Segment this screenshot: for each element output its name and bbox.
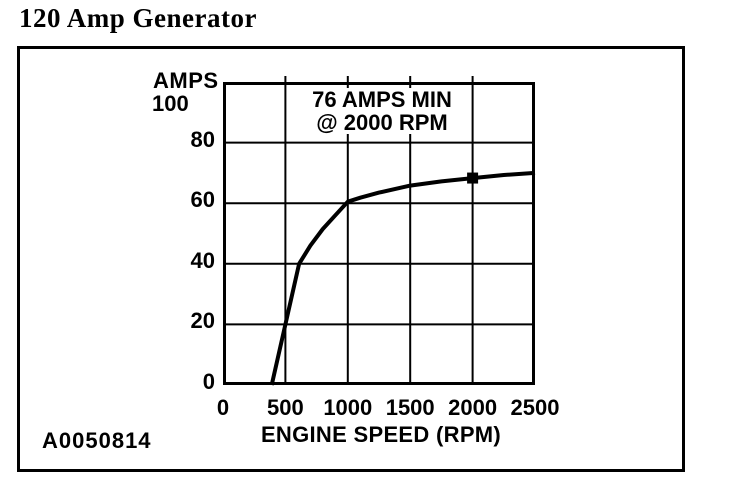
plot-area: 76 AMPS MIN @ 2000 RPM	[223, 76, 536, 386]
x-axis: ENGINE SPEED (RPM) 0 500 1000 1500 2000 2500	[20, 49, 682, 469]
x-tick-label: 1000	[323, 395, 373, 420]
x-tick-label: 500	[267, 395, 304, 420]
y-tick-label: 80	[190, 126, 215, 152]
y-tick-label: 100	[152, 91, 189, 116]
figure-frame: AMPS 100 80 60 40 20 0 76 AMPS MIN @ 2000 RPM…	[17, 46, 685, 472]
page-title: 120 Amp Generator	[19, 3, 257, 33]
y-tick-label: 60	[190, 187, 215, 213]
y-tick-label: 20	[190, 308, 215, 334]
x-tick-label: 2500	[510, 395, 560, 420]
min-spec-annotation-line2: @ 2000 RPM	[316, 110, 448, 135]
min-spec-annotation: 76 AMPS MIN @ 2000 RPM	[308, 88, 456, 134]
y-axis-title: AMPS	[153, 68, 219, 93]
x-tick-label: 2000	[448, 395, 498, 420]
min-spec-annotation-line1: 76 AMPS MIN	[312, 87, 452, 112]
data-point-marker	[467, 172, 479, 184]
figure-code: A0050814	[42, 428, 152, 453]
x-tick-label: 1500	[385, 395, 435, 420]
y-tick-label: 0	[202, 369, 215, 394]
chart-region: AMPS 100 80 60 40 20 0 76 AMPS MIN @ 2000 RPM…	[20, 49, 682, 469]
y-axis: AMPS 100 80 60 40 20 0	[20, 49, 218, 469]
x-tick-label: 0	[216, 395, 230, 420]
x-axis-title: ENGINE SPEED (RPM)	[260, 422, 502, 447]
plot-border	[223, 82, 535, 385]
y-tick-label: 40	[190, 247, 215, 273]
